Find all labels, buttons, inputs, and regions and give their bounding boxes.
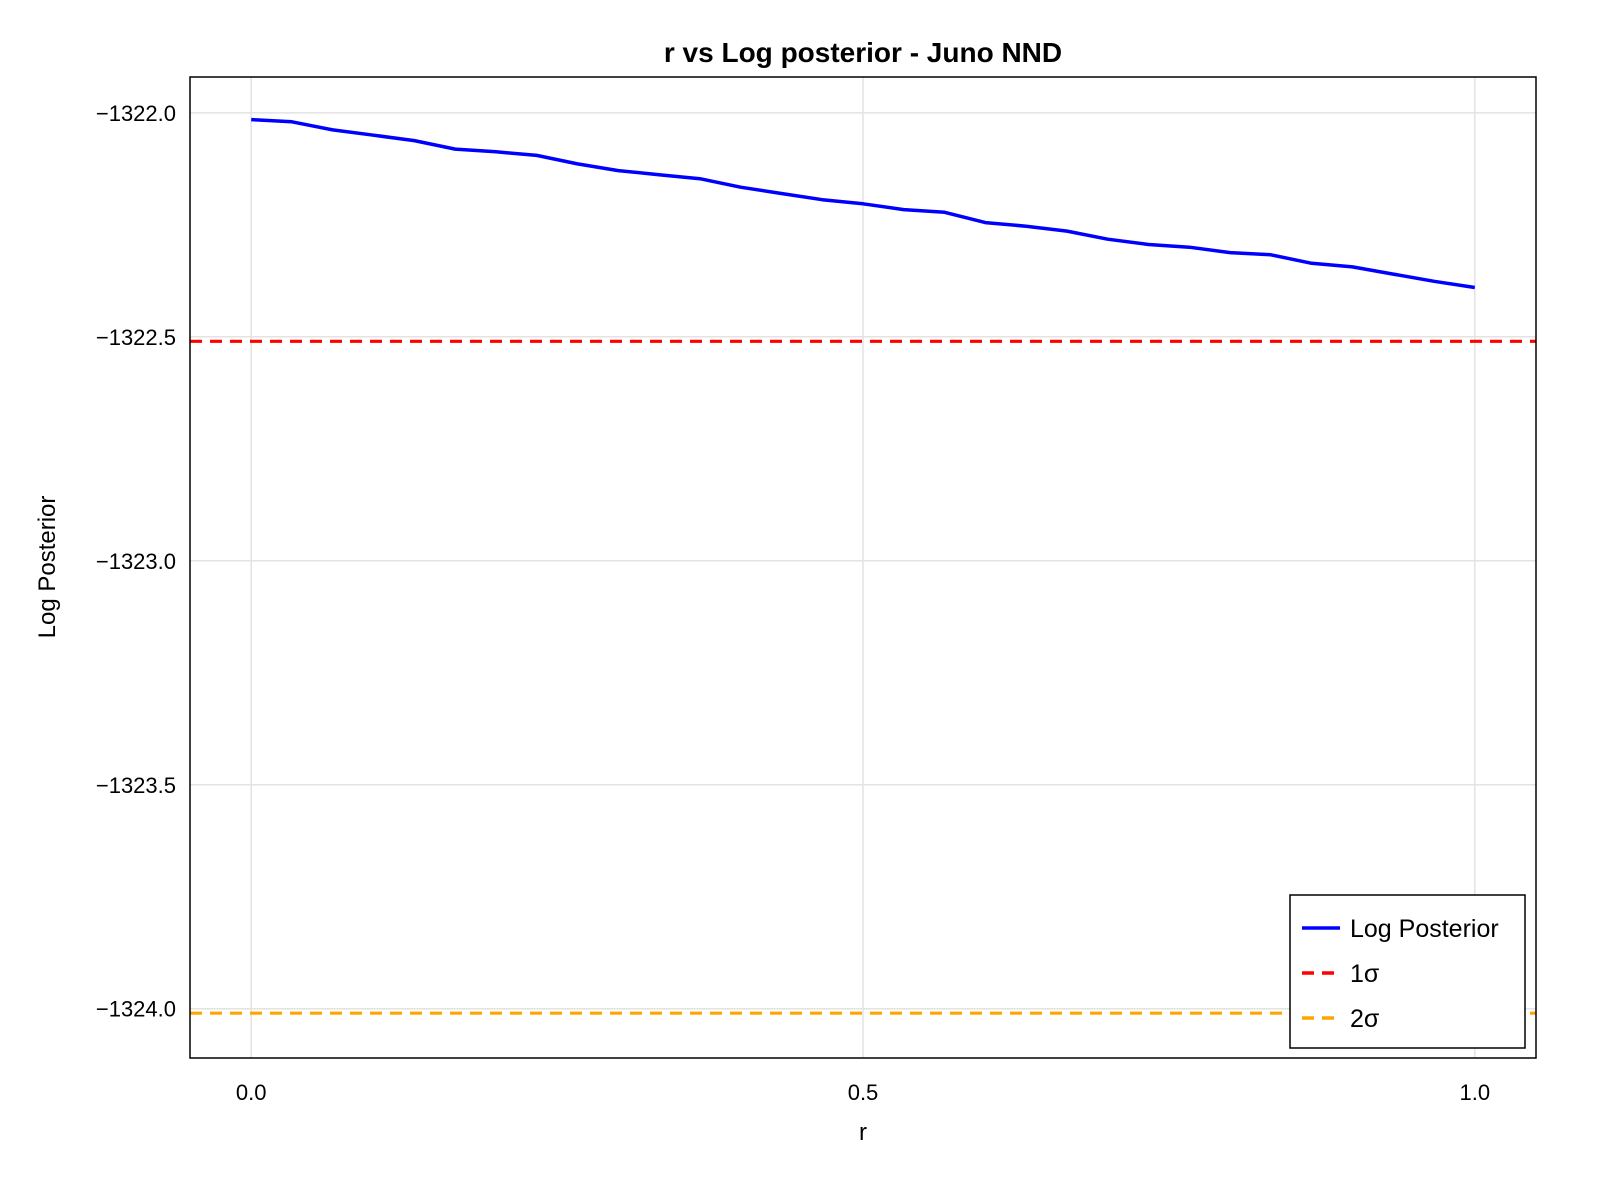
y-tick-label: −1324.0 (96, 997, 176, 1022)
x-tick-label: 0.0 (236, 1080, 267, 1105)
y-tick-label: −1322.5 (96, 325, 176, 350)
plot-frame (189, 76, 1537, 1059)
y-tick-label: −1323.0 (96, 549, 176, 574)
series-line (251, 117, 1476, 290)
chart-title: r vs Log posterior - Juno NND (664, 37, 1062, 68)
x-tick-label: 0.5 (848, 1080, 879, 1105)
y-axis-label: Log Posterior (34, 496, 61, 639)
x-axis: 0.0 0.5 1.0 (236, 1080, 1490, 1105)
y-axis: −1322.0 −1322.5 −1323.0 −1323.5 −1324.0 (96, 101, 176, 1022)
legend: Log Posterior 1σ 2σ (1289, 894, 1526, 1049)
y-tick-label: −1323.5 (96, 773, 176, 798)
legend-label: 2σ (1350, 1005, 1380, 1033)
x-axis-label: r (859, 1119, 867, 1146)
x-tick-label: 1.0 (1460, 1080, 1491, 1105)
y-tick-label: −1322.0 (96, 101, 176, 126)
grid (190, 77, 1536, 1058)
legend-label: 1σ (1350, 960, 1380, 988)
legend-label: Log Posterior (1350, 915, 1499, 943)
